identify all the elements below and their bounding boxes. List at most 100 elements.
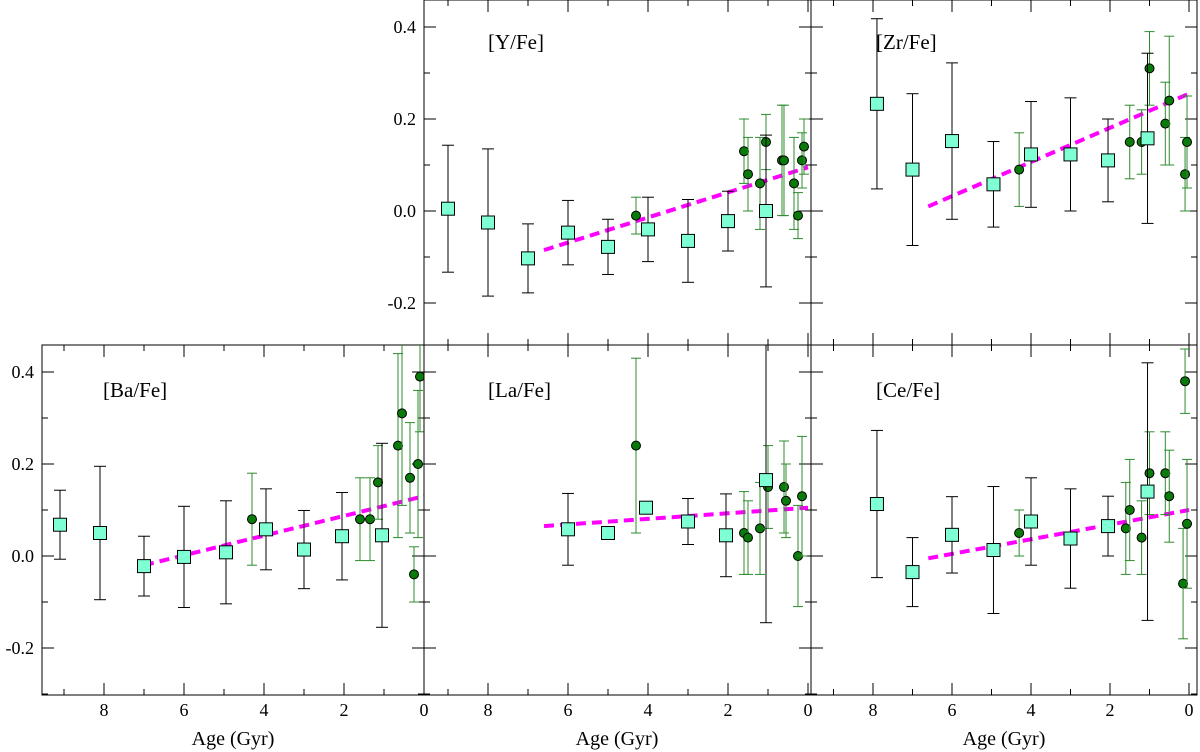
panel-ba-fe: [Ba/Fe] [41, 344, 425, 696]
panel-frame-y-fe [423, 0, 812, 346]
square-point-ce-6 [1101, 495, 1116, 557]
square-point-ce-2 [945, 496, 959, 574]
circle-point-zr-6 [1180, 136, 1191, 212]
x-tick-label-ce-0: 0 [1185, 700, 1194, 720]
square-point-ba-2 [137, 535, 151, 597]
circle-point-la-6 [781, 463, 791, 539]
circle-point-y-10 [799, 118, 809, 175]
circle-point-y-9 [797, 132, 807, 189]
circle-point-y-2 [743, 136, 753, 212]
circle-point-ba-0 [247, 472, 257, 566]
circle-point-ce-6 [1164, 449, 1175, 543]
circle-point-zr-0 [1014, 132, 1025, 207]
x-tick-label-ba-2: 2 [340, 700, 349, 720]
square-point-ba-7 [335, 492, 349, 581]
x-tick-labels-la: 8 6 4 2 0 [484, 700, 813, 720]
circle-point-ce-1 [1120, 481, 1131, 575]
x-axis-title-la: Age (Gyr) [576, 728, 659, 750]
y-tick-label-bottom-2: 0.0 [12, 546, 35, 566]
square-point-y-4 [601, 218, 615, 275]
square-point-y-3 [561, 199, 575, 266]
square-point-zr-7 [1140, 52, 1155, 224]
circle-point-ba-7 [409, 546, 419, 603]
square-point-ce-5 [1063, 488, 1078, 589]
square-point-ce-1 [905, 537, 920, 608]
square-point-zr-0 [869, 18, 884, 190]
circle-point-y-6 [779, 104, 789, 217]
square-point-ce-4 [1024, 477, 1038, 566]
trend-line-la [543, 505, 809, 529]
panel-label-ce-fe: [Ce/Fe] [876, 378, 940, 402]
square-point-la-5 [759, 345, 773, 624]
x-tick-labels-ba: 8 6 4 2 0 [100, 700, 429, 720]
y-tick-label-bottom-1: 0.2 [12, 454, 35, 474]
panel-label-zr-fe: [Zr/Fe] [876, 30, 937, 54]
circle-point-ce-5 [1160, 431, 1171, 516]
x-tick-label-la-8: 8 [484, 700, 493, 720]
square-point-zr-5 [1063, 97, 1078, 212]
y-tick-label-top-0: 0.4 [394, 17, 417, 37]
circle-point-ba-9 [415, 345, 424, 433]
square-point-ba-6 [297, 509, 311, 590]
x-tick-label-ba-0: 0 [420, 700, 429, 720]
square-point-y-0 [441, 144, 455, 273]
square-point-y-2 [521, 223, 535, 294]
x-tick-label-ba-8: 8 [100, 700, 109, 720]
y-tick-label-top-1: 0.2 [394, 109, 417, 129]
x-axis-title-ba: Age (Gyr) [192, 728, 275, 750]
panel-ce-fe: [Ce/Fe] [810, 344, 1198, 696]
x-tick-label-la-2: 2 [724, 700, 733, 720]
circle-point-y-8 [793, 192, 803, 240]
square-point-zr-4 [1024, 101, 1038, 208]
y-tick-label-top-2: 0.0 [394, 201, 417, 221]
panel-label-ba-fe: [Ba/Fe] [103, 378, 167, 402]
panel-la-fe: [La/Fe] [423, 344, 812, 696]
square-point-la-0 [561, 492, 575, 566]
y-tick-label-bottom-3: -0.2 [6, 638, 35, 658]
square-point-ba-5 [259, 488, 273, 571]
circle-point-ce-9 [1182, 458, 1193, 589]
panel-frame-ce-fe [810, 344, 1198, 696]
square-point-la-1 [601, 526, 615, 540]
circle-point-zr-7 [1182, 95, 1193, 189]
square-point-ba-8 [375, 442, 389, 628]
circle-point-ce-8 [1180, 348, 1191, 414]
panel-label-y-fe: [Y/Fe] [488, 30, 544, 54]
x-axis-title-ce: Age (Gyr) [963, 728, 1046, 750]
trend-line-zr [927, 91, 1190, 209]
y-tick-label-bottom-0: 0.4 [12, 362, 35, 382]
circle-point-ce-0 [1014, 509, 1025, 557]
square-point-ce-3 [986, 486, 1001, 614]
y-tick-label-top-3: -0.2 [388, 293, 417, 313]
square-point-la-2 [639, 500, 653, 515]
square-point-y-5 [641, 196, 655, 263]
circle-point-ce-2 [1124, 458, 1135, 562]
square-point-y-6 [681, 199, 695, 283]
square-point-ce-7 [1140, 362, 1155, 621]
circle-point-ba-4 [393, 353, 403, 539]
x-tick-label-la-6: 6 [564, 700, 573, 720]
circle-point-ba-6 [405, 422, 415, 534]
square-point-la-3 [681, 498, 695, 545]
x-tick-labels-ce: 8 6 4 2 0 [869, 700, 1194, 720]
square-point-ce-0 [869, 429, 884, 579]
square-point-zr-3 [986, 141, 1001, 228]
circle-point-ce-3 [1136, 500, 1147, 575]
x-tick-label-ce-4: 4 [1027, 700, 1036, 720]
x-tick-label-la-4: 4 [644, 700, 653, 720]
square-point-y-1 [481, 148, 495, 297]
circle-point-zr-5 [1164, 35, 1175, 166]
square-point-la-4 [719, 493, 733, 578]
x-tick-label-ce-8: 8 [869, 700, 878, 720]
circle-point-ba-2 [365, 477, 375, 562]
square-point-ba-1 [93, 465, 107, 601]
square-point-y-8 [759, 134, 773, 288]
square-point-ba-0 [53, 489, 67, 560]
square-point-zr-1 [905, 93, 920, 246]
circle-point-ba-5 [397, 345, 407, 506]
circle-point-y-0 [631, 196, 641, 235]
x-tick-label-ba-6: 6 [180, 700, 189, 720]
circle-point-ce-4 [1144, 431, 1155, 516]
square-point-zr-6 [1101, 118, 1116, 203]
circle-point-la-2 [743, 500, 753, 575]
